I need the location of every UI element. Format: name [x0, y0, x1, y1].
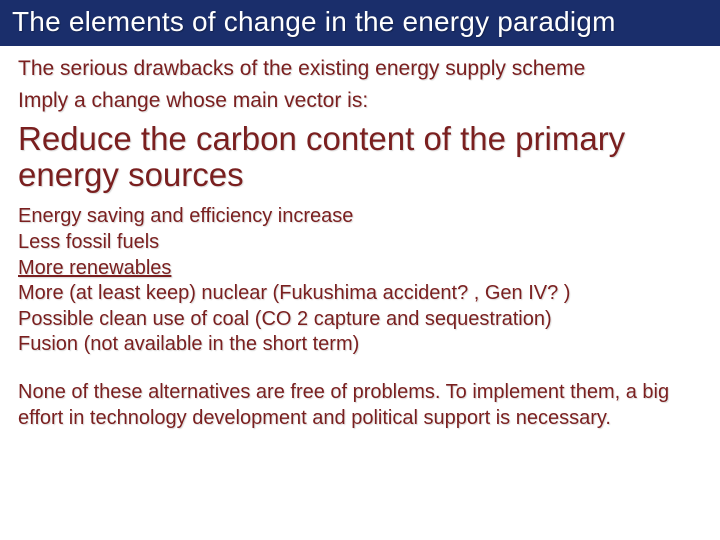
slide: The elements of change in the energy par…: [0, 0, 720, 540]
slide-title: The elements of change in the energy par…: [12, 6, 708, 38]
bullet-item-emphasis: More renewables: [18, 256, 702, 282]
bullet-item: Energy saving and efficiency increase: [18, 204, 702, 230]
intro-line-1: The serious drawbacks of the existing en…: [18, 56, 702, 82]
title-bar: The elements of change in the energy par…: [0, 0, 720, 46]
bullet-item: Possible clean use of coal (CO 2 capture…: [18, 307, 702, 333]
bullet-item: Fusion (not available in the short term): [18, 332, 702, 358]
bullet-item: Less fossil fuels: [18, 230, 702, 256]
main-vector: Reduce the carbon content of the primary…: [18, 121, 702, 195]
bullet-item: More (at least keep) nuclear (Fukushima …: [18, 281, 702, 307]
intro-line-2: Imply a change whose main vector is:: [18, 88, 702, 114]
closing-paragraph: None of these alternatives are free of p…: [18, 380, 702, 431]
slide-body: The serious drawbacks of the existing en…: [0, 46, 720, 431]
